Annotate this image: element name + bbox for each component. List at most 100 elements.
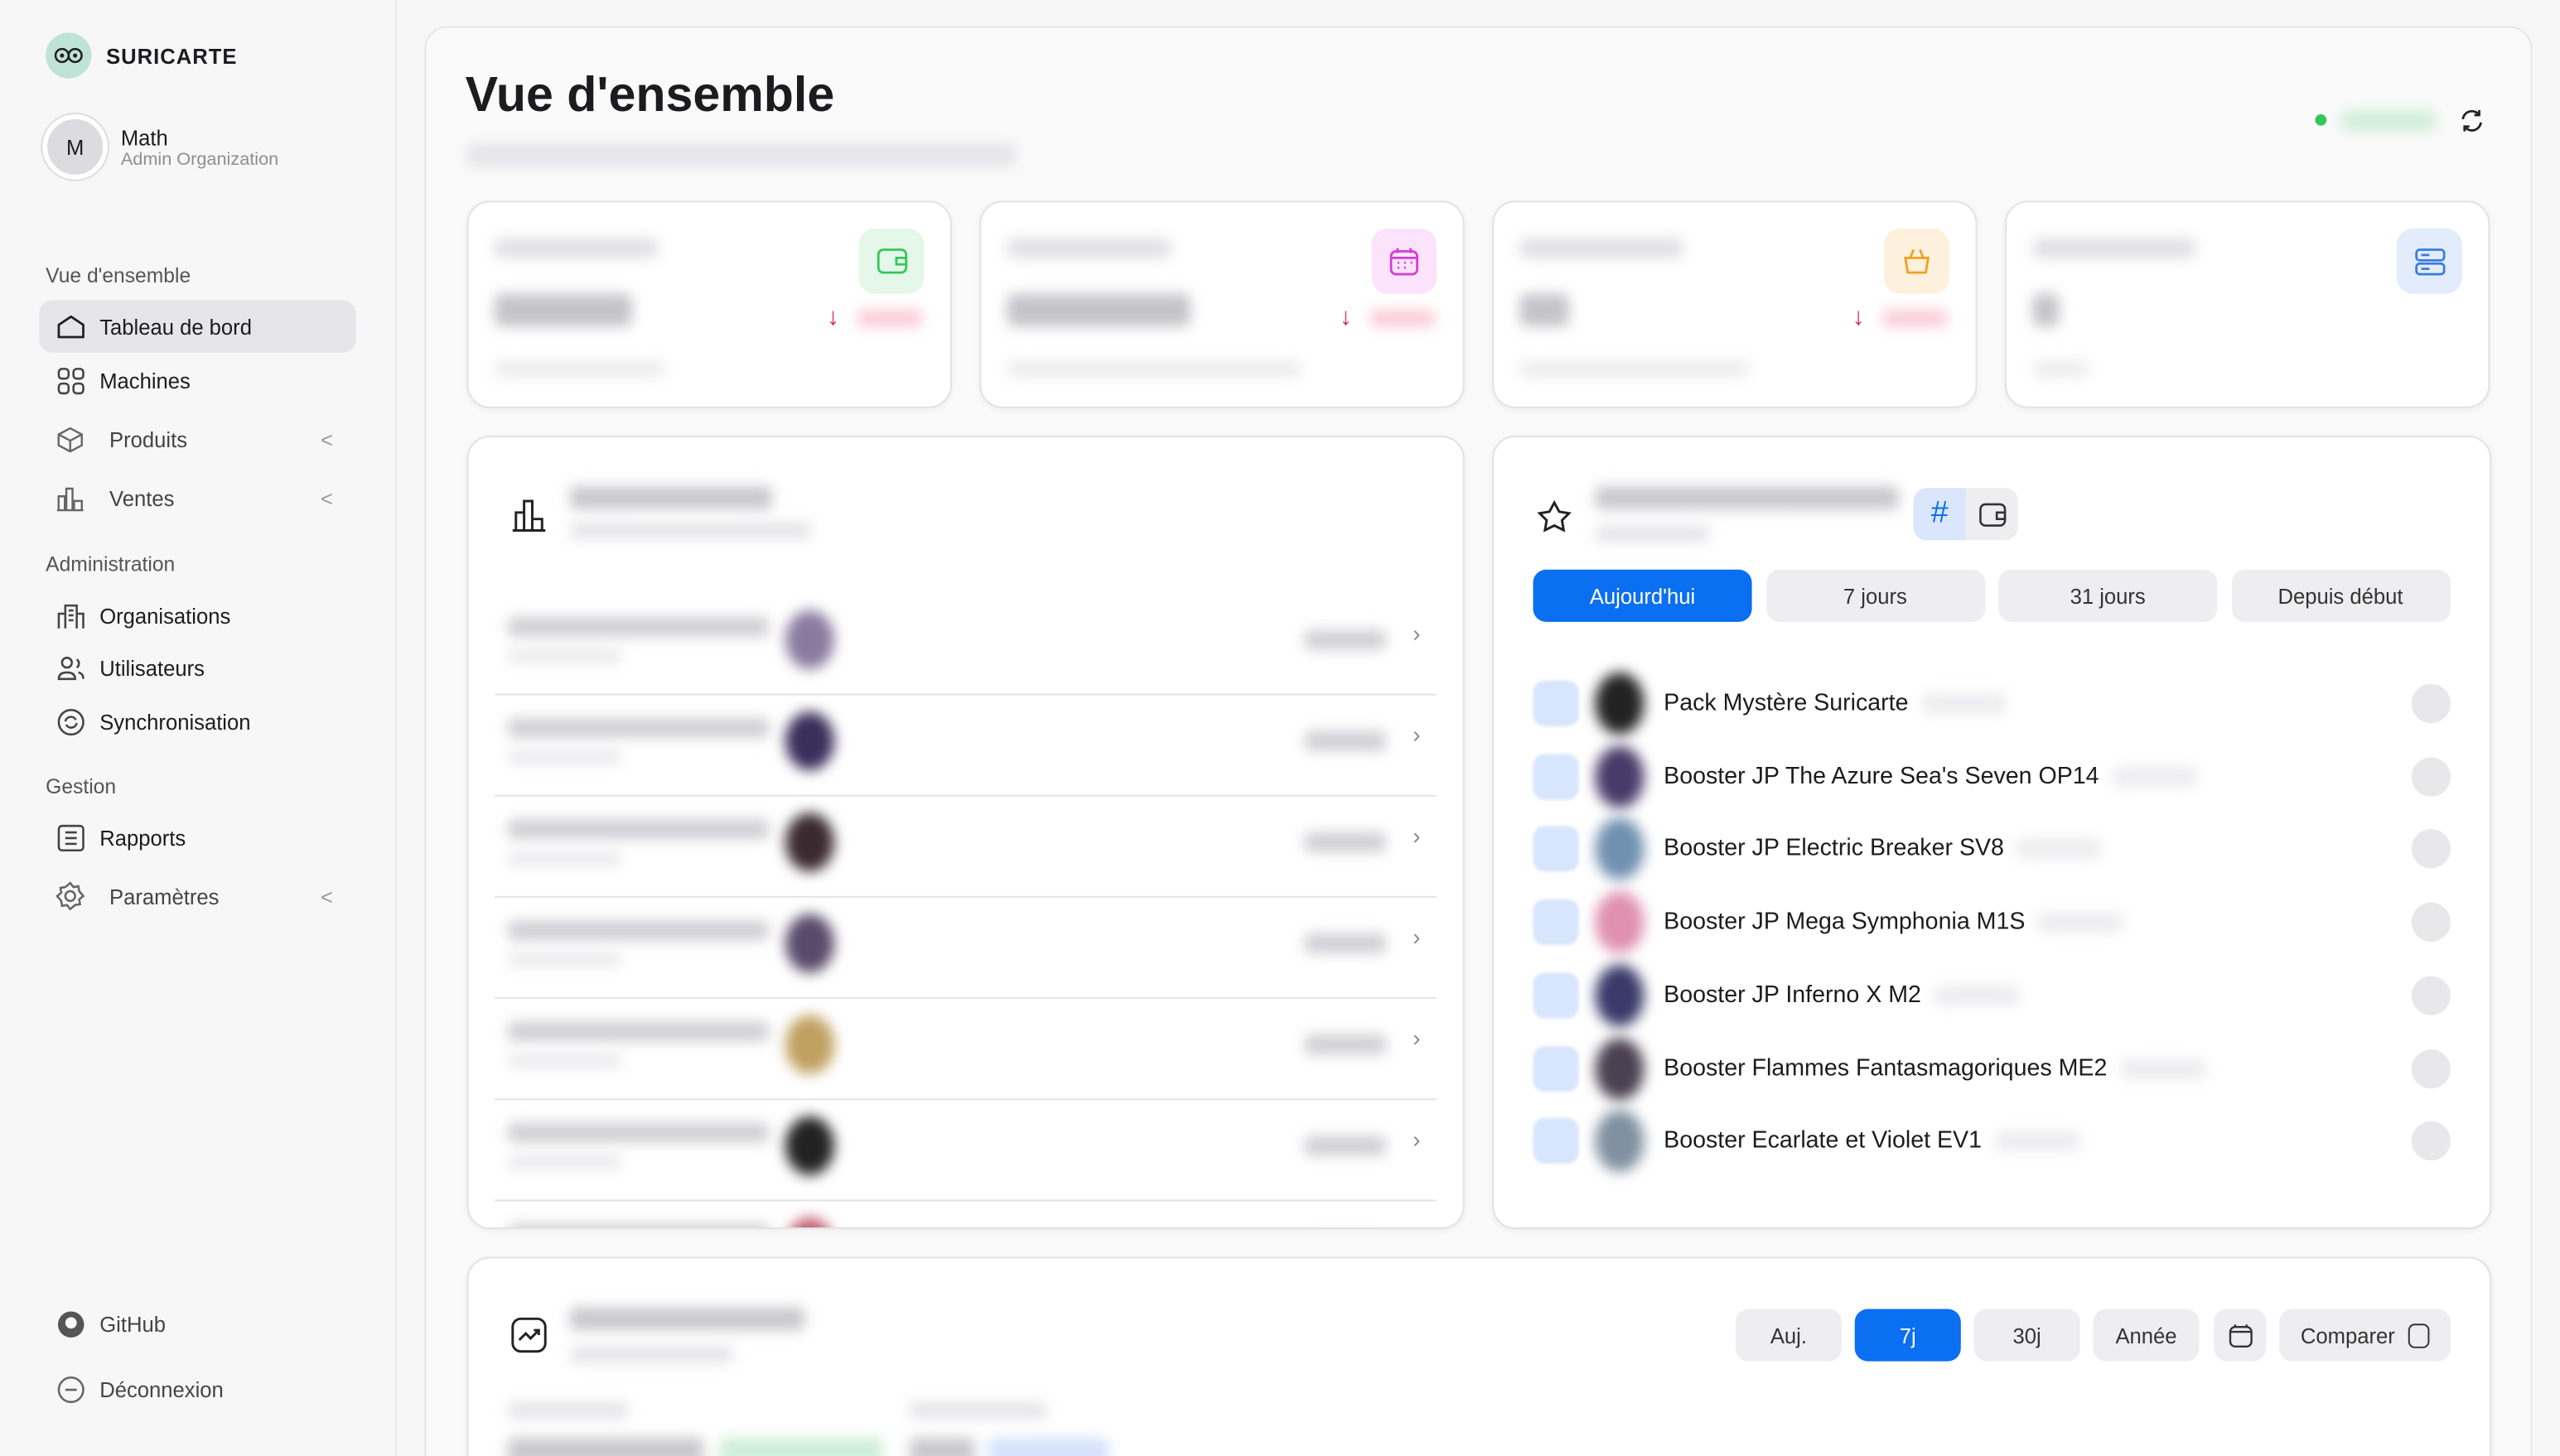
sale-title-blurred xyxy=(507,1021,770,1042)
revenue-toggle-button[interactable] xyxy=(1966,488,2018,540)
product-row[interactable]: Booster Ecarlate et Violet EV1 xyxy=(1533,1108,2451,1174)
section-label: Administration xyxy=(46,553,176,576)
sale-row[interactable]: › xyxy=(495,898,1437,1000)
product-row[interactable]: Booster JP Electric Breaker SV8 xyxy=(1533,817,2451,882)
stat-card[interactable]: ↓ xyxy=(466,200,952,408)
product-count-blurred xyxy=(1934,985,2020,1005)
sale-row[interactable]: › xyxy=(495,999,1437,1101)
logout-icon xyxy=(56,1374,85,1403)
range-button[interactable]: 7j xyxy=(1854,1309,1961,1362)
server-icon xyxy=(2396,228,2462,294)
period-tab[interactable]: Depuis début xyxy=(2230,569,2451,622)
trend-down-icon: ↓ xyxy=(1339,303,1352,332)
compare-checkbox[interactable] xyxy=(2408,1323,2430,1348)
sidebar-item-label: Rapports xyxy=(99,825,186,850)
product-name: Booster JP Inferno X M2 xyxy=(1664,981,1921,1009)
range-button[interactable]: 30j xyxy=(1973,1309,2080,1362)
product-thumbnail xyxy=(1595,1110,1645,1173)
product-action[interactable] xyxy=(2411,1121,2451,1161)
stat-value-blurred xyxy=(2032,293,2060,327)
sale-title-blurred xyxy=(507,1224,770,1227)
chevron-right-icon[interactable]: › xyxy=(1413,1227,1420,1228)
stat-label-blurred xyxy=(2032,238,2196,258)
date-picker-button[interactable] xyxy=(2214,1309,2267,1362)
product-row[interactable]: Pack Mystère Suricarte xyxy=(1533,671,2451,736)
period-tab[interactable]: Aujourd'hui xyxy=(1533,569,1752,622)
product-row[interactable]: Booster JP Inferno X M2 xyxy=(1533,962,2451,1028)
sale-row[interactable]: › xyxy=(495,1201,1437,1228)
count-toggle-button[interactable]: # xyxy=(1913,488,1966,541)
product-action[interactable] xyxy=(2411,756,2451,797)
stat-value-blurred xyxy=(495,293,632,327)
product-action[interactable] xyxy=(2411,683,2451,724)
product-row[interactable]: Booster JP The Azure Sea's Seven OP14 xyxy=(1533,744,2451,809)
trend-down-icon: ↓ xyxy=(1852,303,1865,332)
refresh-icon[interactable] xyxy=(2459,108,2485,142)
chevron-right-icon[interactable]: › xyxy=(1413,620,1421,647)
stat-value-blurred xyxy=(1519,293,1569,327)
period-tab[interactable]: 7 jours xyxy=(1765,569,1985,622)
stat-card[interactable] xyxy=(2005,200,2490,408)
sidebar-item-utilisateurs[interactable]: Utilisateurs xyxy=(39,641,355,693)
sale-row[interactable]: › xyxy=(495,797,1437,898)
period-tab[interactable]: 31 jours xyxy=(1998,569,2218,622)
product-thumbnail xyxy=(1595,891,1645,954)
github-link[interactable]: GitHub xyxy=(39,1298,355,1350)
product-name: Booster JP Mega Symphonia M1S xyxy=(1664,909,2026,936)
suricate-logo-icon xyxy=(46,32,92,79)
sidebar-item-tableau-de-bord[interactable]: Tableau de bord xyxy=(39,300,356,353)
chevron-right-icon[interactable]: › xyxy=(1413,923,1421,950)
sale-title-blurred xyxy=(507,1122,770,1143)
product-row[interactable]: Booster Flammes Fantasmagoriques ME2 xyxy=(1533,1035,2451,1101)
logout-button[interactable]: Déconnexion xyxy=(39,1363,355,1415)
product-action[interactable] xyxy=(2411,976,2451,1015)
stat-card[interactable]: ↓ xyxy=(1492,200,1978,408)
sale-row[interactable]: › xyxy=(495,696,1437,797)
chevron-right-icon[interactable]: › xyxy=(1413,1025,1421,1052)
stat-card[interactable]: ↓ xyxy=(979,200,1465,408)
compare-toggle[interactable]: Comparer xyxy=(2279,1309,2451,1362)
sidebar-item-label: Ventes xyxy=(109,485,175,510)
sale-row[interactable]: › xyxy=(495,1100,1437,1202)
chevron-left-icon[interactable]: < xyxy=(321,884,334,909)
sync-icon xyxy=(56,706,85,735)
rank-badge xyxy=(1533,1045,1579,1092)
chevron-right-icon[interactable]: › xyxy=(1413,822,1421,849)
product-row[interactable]: Booster JP Mega Symphonia M1S xyxy=(1533,890,2451,955)
chevron-left-icon[interactable]: < xyxy=(321,427,334,451)
sidebar-item-synchronisation[interactable]: Synchronisation xyxy=(39,696,355,748)
user-profile[interactable]: M Math Admin Organization xyxy=(42,113,278,180)
sidebar-item-label: Organisations xyxy=(99,603,231,628)
sidebar-item-parametres[interactable]: Paramètres < xyxy=(39,870,355,922)
product-action[interactable] xyxy=(2411,902,2451,943)
product-name: Booster Flammes Fantasmagoriques ME2 xyxy=(1664,1055,2108,1082)
sale-row[interactable]: › xyxy=(495,594,1437,696)
sale-amount-blurred xyxy=(1304,832,1387,852)
stat-caption-blurred xyxy=(1007,360,1302,378)
brand[interactable]: SURICARTE xyxy=(46,32,237,79)
range-button[interactable]: Année xyxy=(2093,1309,2200,1362)
product-thumbnail xyxy=(1595,672,1645,735)
page-title: Vue d'ensemble xyxy=(465,68,835,123)
chevron-right-icon[interactable]: › xyxy=(1413,721,1421,748)
sidebar-item-produits[interactable]: Produits < xyxy=(39,413,355,465)
users-icon xyxy=(56,653,85,682)
sale-thumbnail xyxy=(785,1217,835,1227)
chevron-left-icon[interactable]: < xyxy=(321,485,334,510)
product-action[interactable] xyxy=(2411,1049,2451,1088)
sidebar-item-ventes[interactable]: Ventes < xyxy=(39,472,355,524)
metric-badge-blurred xyxy=(720,1438,884,1456)
product-action[interactable] xyxy=(2411,829,2451,870)
sidebar: SURICARTE M Math Admin Organization Vue d… xyxy=(0,0,397,1456)
sidebar-item-machines[interactable]: Machines xyxy=(39,354,355,407)
sidebar-item-label: Produits xyxy=(109,427,188,451)
range-button[interactable]: Auj. xyxy=(1735,1309,1842,1362)
chevron-right-icon[interactable]: › xyxy=(1413,1126,1421,1153)
metric-badge-blurred xyxy=(988,1438,1109,1456)
stat-caption-blurred xyxy=(2032,360,2089,378)
sidebar-item-organisations[interactable]: Organisations xyxy=(39,589,355,641)
sidebar-item-label: Paramètres xyxy=(109,884,220,909)
sidebar-item-rapports[interactable]: Rapports xyxy=(39,811,355,863)
sale-amount-blurred xyxy=(1304,1135,1387,1156)
rank-badge xyxy=(1533,972,1579,1019)
